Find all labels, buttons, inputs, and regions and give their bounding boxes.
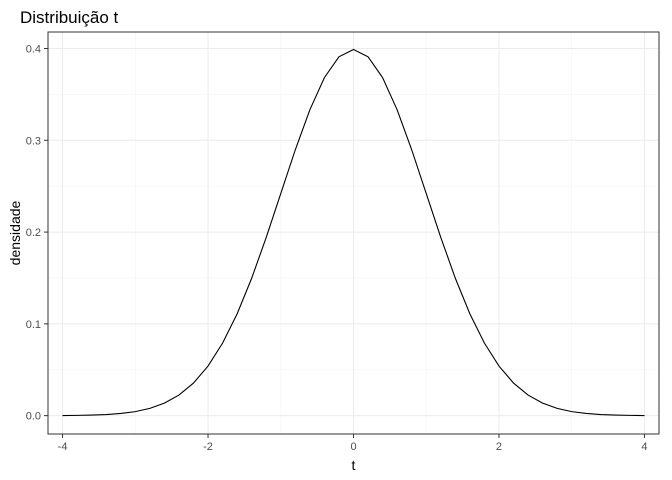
x-tick-label: -4 (58, 441, 68, 453)
y-tick-label: 0.4 (26, 44, 41, 56)
tick-labels: -4 -2 0 2 4 0.0 0.1 0.2 0.3 0.4 (26, 44, 648, 453)
y-tick-label: 0.0 (26, 411, 41, 423)
chart-title: Distribuição t (20, 8, 119, 27)
density-curve-layer (62, 48, 645, 417)
x-tick-label: 4 (641, 441, 647, 453)
y-tick-label: 0.2 (26, 227, 41, 239)
x-tick-label: 0 (350, 441, 356, 453)
x-tick-label: -2 (203, 441, 213, 453)
density-curve (62, 48, 645, 417)
y-axis-title: densidade (7, 200, 23, 265)
y-tick-label: 0.1 (26, 319, 41, 331)
grid-lines (48, 32, 659, 434)
x-tick-label: 2 (496, 441, 502, 453)
axis-ticks (44, 48, 645, 438)
y-tick-label: 0.3 (26, 135, 41, 147)
x-axis-title: t (352, 457, 356, 473)
